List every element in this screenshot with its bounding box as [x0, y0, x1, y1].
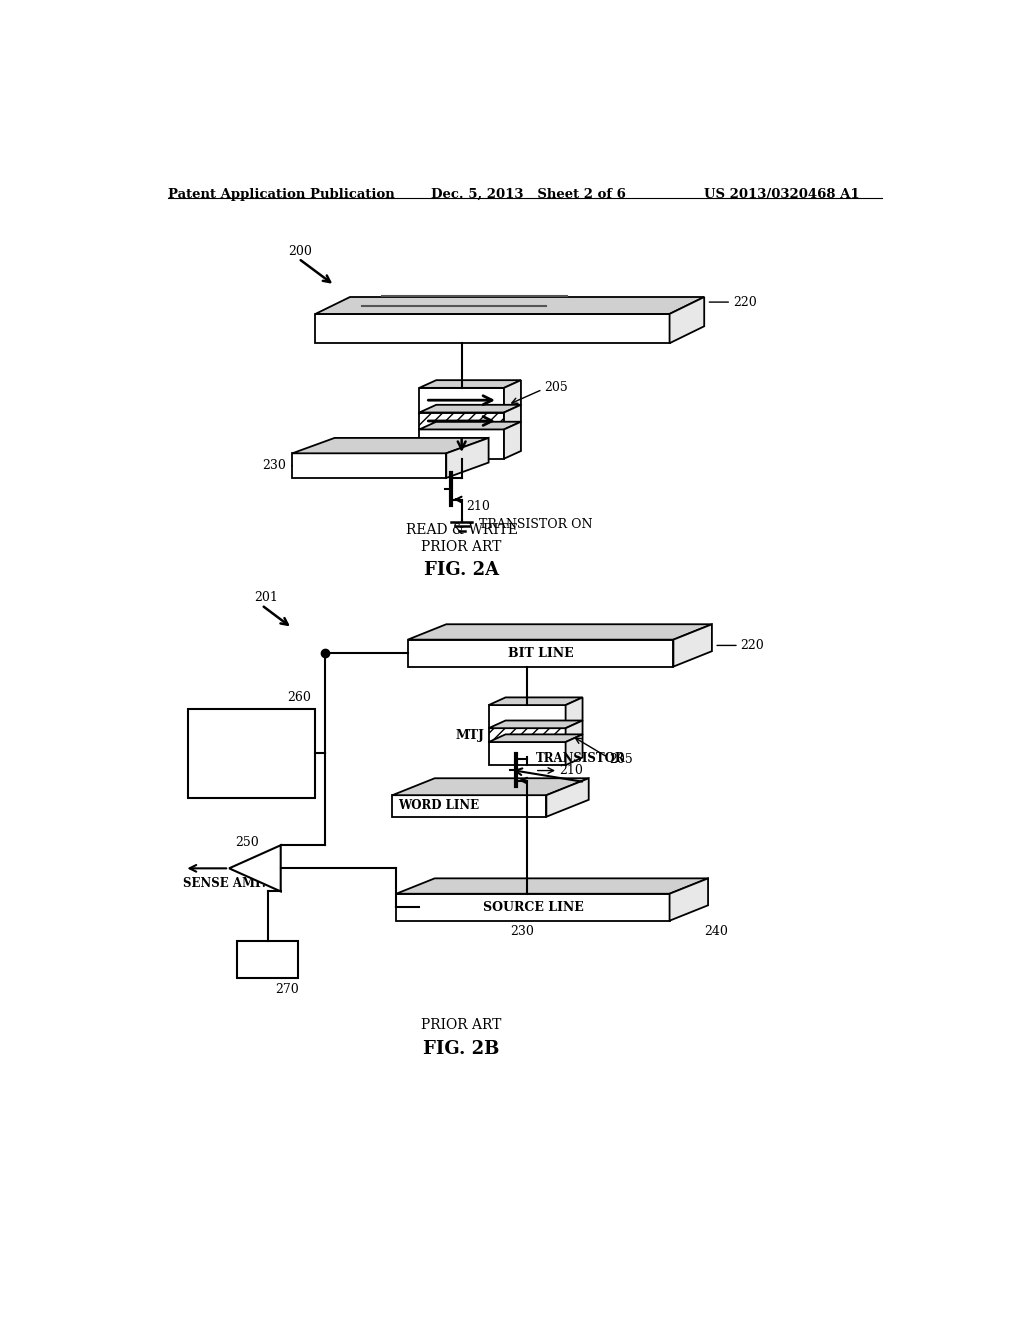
- Polygon shape: [488, 742, 565, 766]
- Polygon shape: [315, 297, 705, 314]
- Text: 260: 260: [288, 692, 311, 705]
- Polygon shape: [396, 894, 670, 921]
- Text: TRANSISTOR: TRANSISTOR: [537, 752, 626, 766]
- Polygon shape: [292, 453, 446, 478]
- Text: 220: 220: [740, 639, 764, 652]
- Polygon shape: [229, 845, 281, 891]
- Text: BIPOLAR
WRITE PULSE /
READ BIAS
GENERATOR: BIPOLAR WRITE PULSE / READ BIAS GENERATO…: [200, 721, 303, 785]
- Polygon shape: [488, 697, 583, 705]
- Text: 200: 200: [289, 244, 312, 257]
- Text: BIT LINE: BIT LINE: [508, 647, 573, 660]
- Text: SOURCE LINE: SOURCE LINE: [482, 900, 584, 913]
- Polygon shape: [396, 878, 708, 894]
- Text: Patent Application Publication: Patent Application Publication: [168, 187, 394, 201]
- Text: 240: 240: [705, 925, 728, 939]
- Polygon shape: [408, 624, 712, 640]
- Text: WORD LINE: WORD LINE: [398, 800, 479, 813]
- Polygon shape: [488, 721, 583, 729]
- Text: 250: 250: [236, 836, 259, 849]
- Polygon shape: [408, 640, 674, 667]
- Polygon shape: [547, 779, 589, 817]
- Text: FIG. 2B: FIG. 2B: [424, 1040, 500, 1059]
- Text: Dec. 5, 2013   Sheet 2 of 6: Dec. 5, 2013 Sheet 2 of 6: [431, 187, 626, 201]
- Polygon shape: [488, 734, 583, 742]
- Polygon shape: [419, 429, 504, 459]
- Polygon shape: [292, 438, 488, 453]
- Text: 205: 205: [544, 381, 567, 395]
- Text: US 2013/0320468 A1: US 2013/0320468 A1: [705, 187, 860, 201]
- Polygon shape: [565, 697, 583, 729]
- Polygon shape: [674, 624, 712, 667]
- Text: 210: 210: [559, 764, 584, 777]
- Polygon shape: [488, 705, 565, 729]
- Text: 210: 210: [466, 500, 490, 513]
- FancyBboxPatch shape: [188, 709, 315, 797]
- Polygon shape: [670, 878, 708, 921]
- Polygon shape: [419, 380, 521, 388]
- Text: 220: 220: [733, 296, 757, 309]
- Polygon shape: [315, 314, 670, 343]
- Text: 205: 205: [609, 754, 633, 767]
- Text: REF.: REF.: [252, 953, 284, 966]
- Polygon shape: [446, 438, 488, 478]
- Text: PRIOR ART: PRIOR ART: [422, 1018, 502, 1032]
- Text: READ & WRITE: READ & WRITE: [406, 523, 518, 536]
- Polygon shape: [504, 405, 521, 429]
- Polygon shape: [392, 779, 589, 795]
- Polygon shape: [565, 721, 583, 742]
- Text: 230: 230: [262, 459, 286, 473]
- Polygon shape: [488, 729, 565, 742]
- Polygon shape: [504, 380, 521, 412]
- Polygon shape: [392, 795, 547, 817]
- Polygon shape: [565, 734, 583, 766]
- Polygon shape: [419, 388, 504, 412]
- FancyBboxPatch shape: [237, 941, 298, 978]
- Text: PRIOR ART: PRIOR ART: [422, 540, 502, 554]
- Text: 201: 201: [254, 591, 278, 605]
- Text: SENSE AMP.: SENSE AMP.: [183, 878, 266, 890]
- Polygon shape: [419, 405, 521, 412]
- Polygon shape: [419, 412, 504, 429]
- Polygon shape: [504, 422, 521, 459]
- Text: FIG. 2A: FIG. 2A: [424, 561, 500, 578]
- Polygon shape: [670, 297, 705, 343]
- Polygon shape: [419, 422, 521, 429]
- Text: MTJ: MTJ: [456, 729, 484, 742]
- Text: 270: 270: [275, 982, 299, 995]
- Text: 230: 230: [510, 925, 534, 939]
- Text: TRANSISTOR ON: TRANSISTOR ON: [478, 519, 592, 532]
